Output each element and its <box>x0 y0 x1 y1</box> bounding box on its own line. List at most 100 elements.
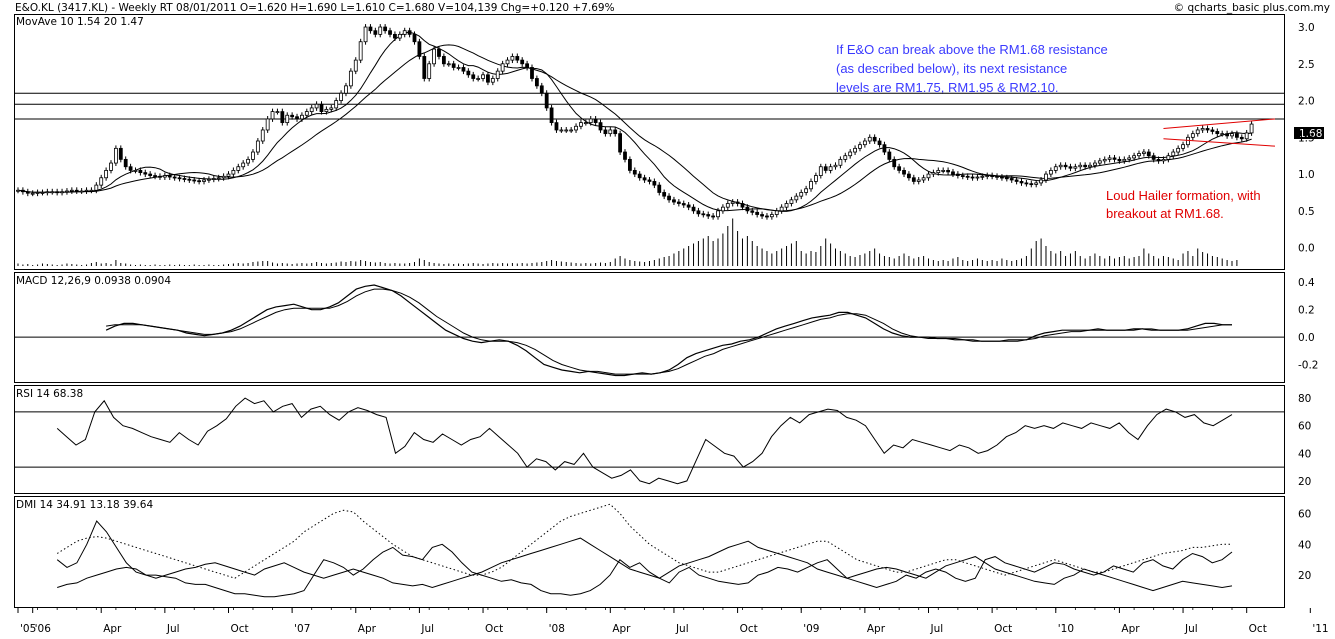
candle-body <box>544 92 549 109</box>
candle-body <box>114 147 118 164</box>
x-axis-tick-label: Apr <box>612 623 631 635</box>
candle-body <box>270 111 275 120</box>
candle-body <box>892 158 897 168</box>
price-ytick: 3.0 <box>1298 22 1315 34</box>
candle-body <box>657 184 662 193</box>
candle-body <box>417 41 422 57</box>
candle-body <box>1058 164 1063 168</box>
macd-line <box>105 284 1232 377</box>
annotation-blue-line-1: If E&O can break above the RM1.68 resist… <box>836 42 1108 57</box>
candle-body <box>1034 182 1039 185</box>
candle-body <box>437 48 441 57</box>
x-axis-tick-label: Jul <box>675 623 689 635</box>
candle-body <box>652 181 657 186</box>
candle-body <box>804 188 809 193</box>
candle-body <box>172 176 177 179</box>
candle-body <box>564 129 569 132</box>
candle-body <box>55 191 60 194</box>
candle-body <box>378 26 383 35</box>
candle-body <box>725 203 730 208</box>
candle-body <box>461 67 466 72</box>
candle-body <box>794 195 799 201</box>
candle-body <box>344 85 348 94</box>
candle-body <box>388 30 392 35</box>
candle-body <box>314 103 319 109</box>
candle-body <box>143 172 148 175</box>
candle-body <box>1117 158 1122 162</box>
candle-body <box>211 178 216 180</box>
macd-label: MACD 12,26,9 0.0938 0.0904 <box>16 275 171 287</box>
candle-body <box>1186 136 1190 146</box>
candle-body <box>608 129 613 135</box>
candle-body <box>505 59 510 65</box>
candle-body <box>583 122 588 125</box>
candle-body <box>251 151 255 160</box>
candle-body <box>833 164 838 168</box>
candle-body <box>1112 157 1117 160</box>
macd-ytick: 0.4 <box>1298 277 1315 289</box>
candle-body <box>667 195 671 201</box>
dmi-ytick: 40 <box>1298 539 1311 551</box>
candle-body <box>510 56 515 61</box>
candle-body <box>1200 128 1205 131</box>
candle-body <box>931 172 936 175</box>
candle-body <box>202 179 206 182</box>
candle-body <box>946 170 950 173</box>
candle-body <box>960 175 965 177</box>
candle-body <box>118 147 123 160</box>
candle-body <box>916 179 921 182</box>
candle-body <box>867 136 872 142</box>
candle-body <box>353 59 358 72</box>
rsi-label: RSI 14 68.38 <box>16 388 83 400</box>
candle-body <box>975 176 980 179</box>
price-ytick: 1.5 <box>1298 132 1315 144</box>
candle-body <box>740 203 745 208</box>
candle-body <box>231 170 236 175</box>
candle-body <box>451 63 456 68</box>
candle-body <box>872 136 877 142</box>
candle-body <box>706 214 711 217</box>
candle-body <box>711 215 716 218</box>
candle-body <box>309 107 314 112</box>
candle-body <box>549 107 554 124</box>
copyright-text: © qcharts_basic plus.com.my <box>1174 2 1330 14</box>
candle-body <box>814 175 818 182</box>
x-axis-tick-label: Apr <box>867 623 886 635</box>
candle-body <box>1009 178 1014 181</box>
x-axis-tick-label: Jul <box>420 623 434 635</box>
loud-hailer-lower-line <box>1163 138 1276 147</box>
candle-body <box>1137 153 1141 157</box>
candle-body <box>35 192 40 194</box>
candle-body <box>265 118 270 131</box>
candle-body <box>187 178 192 181</box>
candle-body <box>16 189 20 192</box>
candle-body <box>441 56 446 65</box>
candle-body <box>226 173 231 177</box>
candle-body <box>887 151 892 160</box>
candle-body <box>1181 144 1185 149</box>
candle-body <box>554 122 559 131</box>
candle-body <box>177 177 182 180</box>
price-ytick: 0.0 <box>1298 243 1315 255</box>
dmi-plus-di-line <box>56 520 1233 598</box>
candle-body <box>877 140 882 146</box>
candle-body <box>241 162 246 168</box>
candle-body <box>1132 155 1136 159</box>
macd-ytick: 0.2 <box>1298 305 1315 317</box>
candle-body <box>324 108 329 112</box>
candle-body <box>363 26 368 43</box>
candle-body <box>774 210 779 215</box>
candle-body <box>476 78 481 80</box>
candle-body <box>970 176 975 179</box>
movave-label: MovAve 10 1.54 20 1.47 <box>16 16 144 28</box>
candle-body <box>858 144 862 149</box>
candle-body <box>1063 164 1068 168</box>
dmi-ytick: 60 <box>1298 508 1311 520</box>
candle-body <box>133 170 138 172</box>
candle-body <box>574 125 578 131</box>
dmi-minus-di-line <box>57 537 1233 592</box>
candle-body <box>481 74 485 79</box>
x-axis-tick-label: '09 <box>803 623 819 635</box>
candle-body <box>838 158 843 166</box>
candle-body <box>632 170 637 175</box>
